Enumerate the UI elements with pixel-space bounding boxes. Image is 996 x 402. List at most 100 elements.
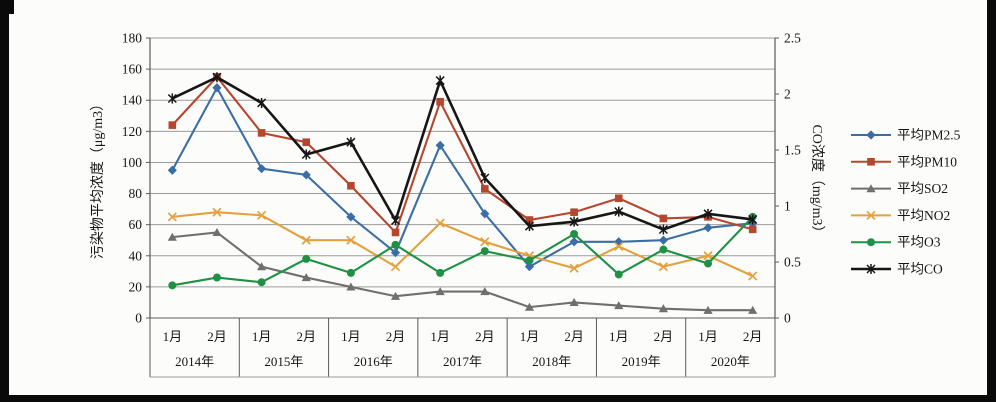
- data-point-marker: [168, 121, 177, 129]
- data-point-marker: [302, 254, 311, 263]
- data-point-marker: [480, 287, 490, 296]
- month-label: 1月: [341, 329, 361, 344]
- series-pm25: [167, 83, 758, 272]
- right-axis-title: CO浓度（mg/m3）: [809, 124, 825, 239]
- data-point-marker: [525, 256, 534, 265]
- data-point-marker: [569, 216, 579, 227]
- data-point-marker: [302, 138, 311, 147]
- series-no2: [167, 207, 758, 281]
- data-point-marker: [524, 221, 534, 232]
- month-label: 1月: [430, 329, 450, 344]
- left-axis-tick-label: 20: [129, 279, 143, 294]
- legend-label-o3: 平均O3: [897, 235, 941, 250]
- data-point-marker: [167, 212, 177, 222]
- month-label: 2月: [386, 329, 406, 344]
- legend-label-co: 平均CO: [897, 262, 943, 277]
- data-point-marker: [570, 230, 579, 238]
- right-axis-tick-label: 1.5: [784, 143, 801, 158]
- data-point-marker: [866, 184, 876, 193]
- data-point-marker: [866, 210, 876, 221]
- frame-edge-right: [987, 0, 996, 402]
- legend-item-no2: 平均NO2: [851, 208, 950, 223]
- data-point-marker: [435, 287, 445, 296]
- data-point-marker: [167, 165, 177, 175]
- data-point-marker: [659, 245, 668, 254]
- frame-edge-left: [0, 0, 9, 402]
- data-point-marker: [391, 215, 401, 226]
- left-axis-tick-label: 120: [122, 124, 143, 139]
- data-point-marker: [212, 207, 222, 217]
- data-point-marker: [167, 93, 177, 104]
- data-point-marker: [704, 259, 713, 268]
- data-point-marker: [346, 268, 355, 277]
- legend-item-o3: 平均O3: [851, 235, 941, 250]
- data-point-marker: [480, 237, 490, 247]
- data-point-marker: [480, 209, 490, 219]
- legend-item-pm25: 平均PM2.5: [851, 128, 961, 143]
- year-label: 2018年: [532, 354, 571, 369]
- left-axis-tick-label: 0: [135, 311, 142, 326]
- data-point-marker: [257, 262, 267, 271]
- series-line-o3: [172, 216, 754, 287]
- right-axis-tick-label: 2: [784, 87, 791, 102]
- data-point-marker: [866, 130, 876, 140]
- data-point-marker: [569, 237, 579, 247]
- left-axis-tick-label: 40: [129, 248, 143, 263]
- left-axis-tick-label: 160: [122, 62, 143, 77]
- data-point-marker: [524, 262, 535, 272]
- data-point-marker: [301, 149, 311, 160]
- series-line-so2: [172, 231, 753, 312]
- data-point-marker: [748, 214, 758, 225]
- data-point-marker: [257, 278, 266, 287]
- data-point-marker: [390, 248, 401, 258]
- data-point-marker: [867, 238, 875, 247]
- data-point-marker: [435, 75, 445, 86]
- series-line-co: [171, 75, 753, 231]
- data-point-marker: [301, 273, 311, 282]
- series-co: [167, 72, 758, 235]
- data-point-marker: [390, 262, 401, 272]
- data-point-marker: [525, 216, 534, 224]
- month-label: 2月: [564, 329, 584, 344]
- data-point-marker: [866, 264, 876, 274]
- data-point-marker: [168, 281, 177, 290]
- data-point-marker: [659, 214, 668, 223]
- series-pm10: [168, 73, 757, 237]
- data-point-marker: [346, 137, 356, 148]
- left-axis-title: 污染物平均浓度（μg/m3）: [90, 97, 106, 259]
- data-point-marker: [212, 228, 222, 237]
- data-point-marker: [480, 247, 489, 256]
- data-point-marker: [346, 212, 356, 222]
- series-o3: [168, 212, 757, 290]
- data-point-marker: [614, 206, 624, 217]
- data-point-marker: [658, 235, 668, 245]
- month-label: 1月: [520, 329, 540, 344]
- legend-label-pm25: 平均PM2.5: [897, 128, 961, 143]
- series-line-pm25: [171, 85, 753, 269]
- left-axis-tick-label: 60: [129, 217, 143, 232]
- month-label: 1月: [252, 329, 272, 344]
- data-point-marker: [703, 305, 713, 314]
- data-point-marker: [257, 97, 267, 108]
- year-label: 2016年: [354, 354, 393, 369]
- frame-edge-bottom: [0, 395, 996, 402]
- left-axis-tick-label: 140: [122, 93, 143, 108]
- data-point-marker: [614, 237, 624, 247]
- series-so2: [167, 228, 758, 314]
- data-point-marker: [748, 305, 758, 314]
- data-point-marker: [257, 129, 266, 137]
- data-point-marker: [481, 185, 489, 193]
- data-point-marker: [212, 72, 222, 83]
- month-label: 2月: [475, 329, 495, 344]
- data-point-marker: [301, 170, 311, 180]
- month-label: 2月: [296, 329, 316, 344]
- data-point-marker: [569, 263, 579, 273]
- frame-edge-corner: [0, 0, 14, 14]
- left-axis-tick-label: 80: [129, 186, 143, 201]
- legend-item-co: 平均CO: [851, 262, 943, 277]
- data-point-marker: [748, 225, 757, 234]
- data-point-marker: [614, 194, 623, 203]
- data-point-marker: [391, 240, 400, 249]
